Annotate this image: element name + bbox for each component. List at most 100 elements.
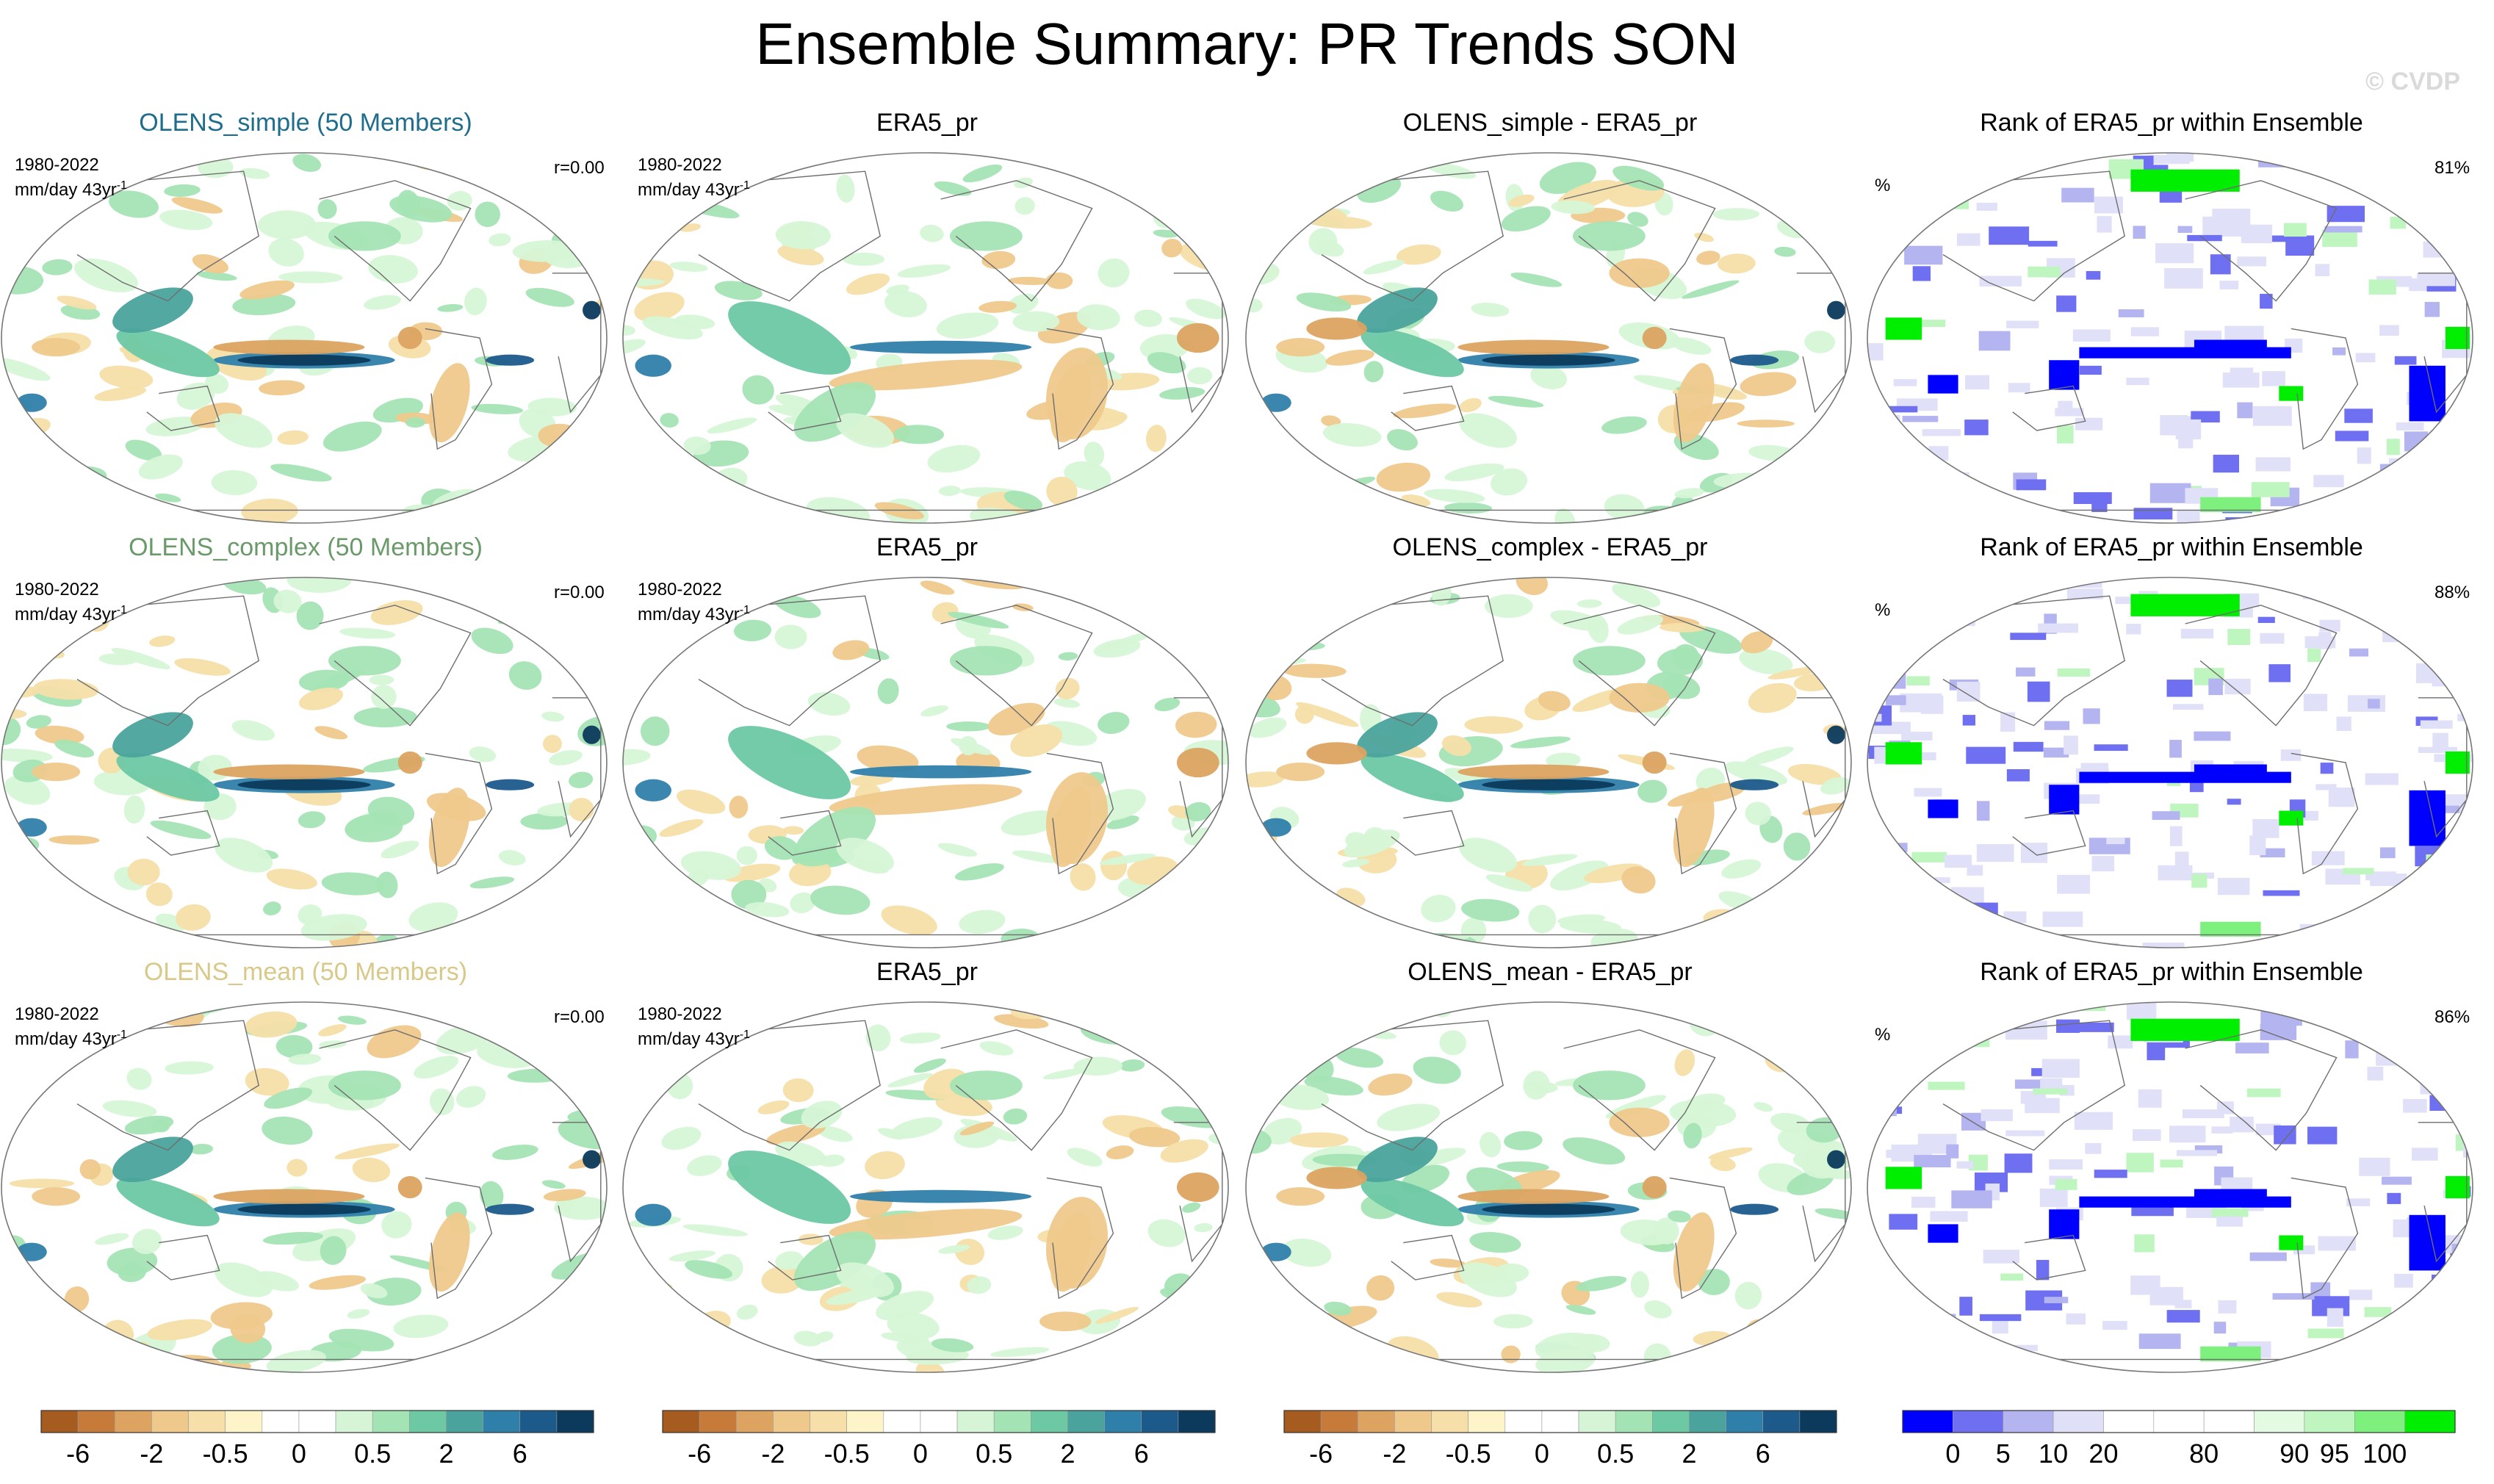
rank-cell [2260,1005,2302,1026]
trend-patch [931,602,959,623]
rank-cell [2375,591,2399,608]
trend-patch [389,195,453,223]
rank-percent-r1: 81% [2434,158,2470,178]
trend-patch [1436,1292,1482,1308]
rank-cell [2213,454,2240,473]
rank-cell [2130,1275,2160,1295]
trend-patch [683,436,711,455]
trend-patch [1296,702,1359,727]
trend-patch [1748,682,1797,713]
trend-patch [1248,717,1287,738]
units-label-obs-r3: mm/day 43yr-1 [638,1029,750,1049]
rank-cell [2368,279,2396,295]
trend-patch [583,1150,601,1169]
trend-patch [94,386,147,401]
trend-patch [314,726,348,740]
rank-cell [2000,712,2016,732]
rank-cell [1928,1224,1958,1243]
rank-cell [2349,1289,2373,1300]
rank-cell [2431,179,2462,188]
colorbar-tick-label: 90 [2279,1438,2310,1469]
units-label-r3: mm/day 43yr-1 [15,1029,127,1049]
trend-patch [1176,1172,1219,1203]
trend-patch [726,1337,749,1364]
colorbar-tick-label: -6 [688,1438,712,1469]
trend-patch [1179,638,1206,648]
trend-patch [668,1250,716,1262]
rank-cell [2260,1023,2297,1040]
trend-patch [1734,1281,1762,1310]
trend-patch [967,1276,992,1294]
trend-patch [1012,311,1060,332]
coastline [768,810,842,856]
trend-patch [979,1041,1014,1056]
rank-cell [2396,608,2421,624]
rank-cell [2319,619,2340,632]
trend-patch [1515,577,1548,596]
rank-cell [1902,416,1939,422]
rank-cell [1966,746,2006,764]
trend-patch [1154,697,1181,712]
trend-patch [1444,502,1493,514]
rank-cell [1919,752,1936,760]
rank-cell [1909,161,1942,177]
trend-patch [890,1117,943,1139]
trend-patch [1698,1269,1730,1295]
rank-cell [1964,375,1990,390]
trend-patch [1182,1202,1201,1213]
trend-patch [640,716,670,746]
trend-patch [1609,258,1670,288]
trend-patch [1176,747,1219,778]
correlation-label-r1: r=0.00 [554,158,605,178]
ensemble-title-r1: OLENS_simple (50 Members) [139,109,472,137]
trend-patch [782,1078,814,1103]
rank-cell [1867,1314,1909,1329]
rank-cell [2415,930,2429,937]
rank-cell [1922,429,1961,436]
rank-cell [1867,414,1900,429]
rank-cell [2175,419,2202,440]
rank-cell [2409,480,2436,499]
rank-cell [2448,677,2473,685]
trend-patch [237,1203,371,1215]
trend-patch [328,221,401,251]
trend-patch [1827,1150,1845,1169]
trend-patch [497,1014,558,1032]
trend-patch [573,1051,604,1068]
rank-cell [2444,483,2473,500]
trend-patch [843,252,884,266]
rank-cell [2307,1126,2338,1145]
trend-patch [588,865,607,883]
rank-cell [1920,696,1944,714]
trend-patch [836,1262,894,1297]
trend-patch [1306,1167,1367,1189]
trend-patch [259,380,305,396]
colorbar-tick-label: 2 [1682,1438,1697,1469]
rank-cell [2216,1216,2243,1227]
trend-patch [936,312,999,339]
colorbar-tick-label: 0.5 [976,1438,1013,1469]
rank-cell [2260,848,2285,858]
trend-patch [370,599,423,625]
trend-patch [116,1178,220,1227]
trend-patch [635,779,671,802]
trend-patch [1721,859,1762,879]
trend-patch [1,749,53,763]
trend-patch [1617,615,1663,635]
trend-patch [262,1116,313,1145]
trend-patch [241,498,298,523]
rank-cell [2343,868,2374,875]
trend-patch [1067,1148,1103,1167]
rank-cell [2404,214,2429,223]
trend-patch [728,301,851,375]
coastline [1391,385,1465,431]
rank-cell [2252,406,2292,426]
trend-patch [1679,625,1742,654]
trend-patch [1185,802,1211,821]
trend-patch [1790,172,1839,198]
trend-patch [1721,1350,1762,1372]
trend-patch [865,1024,891,1051]
trend-patch [959,910,1006,934]
trend-patch [486,1203,535,1215]
trend-patch [757,1100,790,1114]
